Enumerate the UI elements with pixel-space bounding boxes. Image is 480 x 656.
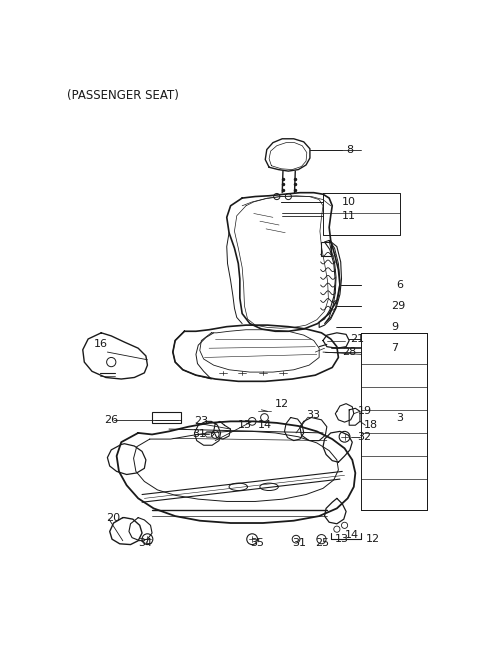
Circle shape (274, 194, 280, 199)
Text: 6: 6 (396, 280, 403, 290)
Text: 14: 14 (258, 420, 272, 430)
Text: 12: 12 (275, 399, 289, 409)
Text: 33: 33 (306, 410, 320, 420)
Text: 12: 12 (365, 534, 380, 544)
Text: 3: 3 (396, 413, 403, 422)
Text: 29: 29 (391, 301, 405, 311)
Text: 8: 8 (346, 144, 353, 155)
Text: 11: 11 (342, 211, 356, 221)
Text: 31: 31 (292, 538, 306, 548)
Circle shape (285, 194, 291, 199)
Text: 20: 20 (106, 512, 120, 523)
Text: 13: 13 (335, 534, 348, 544)
Text: 21: 21 (350, 334, 364, 344)
Text: 19: 19 (358, 406, 372, 417)
Text: 31: 31 (192, 430, 206, 440)
Text: 7: 7 (391, 343, 398, 353)
Text: (PASSENGER SEAT): (PASSENGER SEAT) (67, 89, 179, 102)
Text: 35: 35 (250, 538, 264, 548)
Text: 32: 32 (358, 432, 372, 441)
Text: 16: 16 (94, 339, 108, 350)
Text: 10: 10 (342, 197, 356, 207)
Text: 26: 26 (104, 415, 119, 425)
Text: 34: 34 (138, 538, 152, 548)
Text: 13: 13 (238, 420, 252, 430)
Text: 28: 28 (342, 347, 357, 357)
Text: 18: 18 (364, 420, 378, 430)
Text: 23: 23 (194, 417, 208, 426)
Text: 25: 25 (315, 538, 329, 548)
Text: 9: 9 (391, 321, 398, 332)
Text: 14: 14 (345, 529, 359, 539)
